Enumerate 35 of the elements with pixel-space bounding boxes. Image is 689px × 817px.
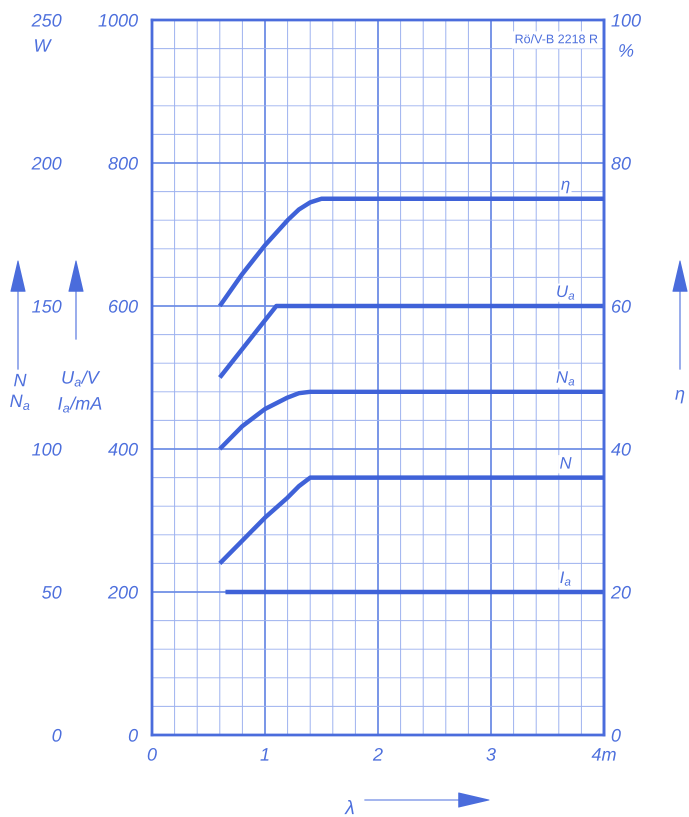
y-tick-label: 600 bbox=[109, 300, 138, 313]
x-tick-label: 2 bbox=[372, 748, 383, 761]
series-label: N$_{a}$ bbox=[556, 371, 574, 386]
y3-tick-label: 250 bbox=[31, 14, 62, 27]
y-tick-label: 800 bbox=[108, 156, 138, 170]
text: W bbox=[35, 39, 52, 52]
y3-tick-label: 0 bbox=[52, 728, 62, 742]
y3-tick-label: 100 bbox=[32, 442, 62, 456]
y-tick-label: 1000 bbox=[98, 14, 138, 27]
y2-tick-label: 0 bbox=[612, 728, 621, 742]
series-label: U$_{a}$ bbox=[557, 285, 574, 300]
x-tick-label: 1 bbox=[260, 748, 268, 761]
y3-axis-title: N N$_{a}$ bbox=[10, 374, 30, 410]
y3-tick-label: 150 bbox=[32, 300, 62, 313]
y-tick-label: 200 bbox=[108, 586, 138, 599]
text: % bbox=[619, 44, 634, 57]
y2-tick-label: 100 bbox=[611, 14, 641, 27]
x-tick-label: 4m bbox=[592, 748, 616, 761]
series-label: N bbox=[560, 457, 572, 469]
y2-axis-title: η bbox=[675, 390, 684, 404]
text: U$_{a}$/V I$_{a}$/mA bbox=[58, 370, 102, 413]
y-tick-label: 400 bbox=[108, 442, 138, 456]
y-tick-label: 0 bbox=[128, 728, 138, 742]
series-label: η bbox=[561, 180, 570, 194]
y2-tick-label: 20 bbox=[610, 586, 631, 599]
y2-tick-label: 80 bbox=[611, 156, 631, 170]
y2-tick-label: 60 bbox=[612, 300, 631, 313]
y3-tick-label: 200 bbox=[31, 156, 62, 170]
y2-tick-label: 40 bbox=[611, 442, 631, 456]
x-tick-label: 3 bbox=[486, 748, 496, 761]
series-label: I$_{a}$ bbox=[560, 571, 571, 586]
annotation: Rö/V-B 2218 R bbox=[516, 34, 598, 44]
x-axis-title: λ bbox=[344, 800, 354, 814]
x-tick-label: 0 bbox=[148, 748, 157, 761]
y3-tick-label: 50 bbox=[42, 586, 62, 599]
